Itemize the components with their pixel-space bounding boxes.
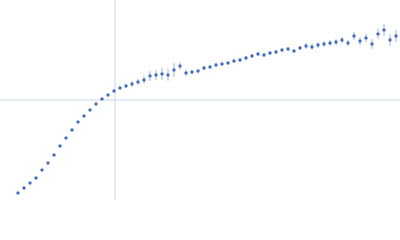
point <box>220 62 224 66</box>
point <box>316 43 320 47</box>
point <box>340 38 344 42</box>
point <box>154 73 158 77</box>
point <box>292 49 296 53</box>
point <box>22 186 26 190</box>
point <box>82 114 86 118</box>
point <box>178 64 182 68</box>
point <box>70 128 74 132</box>
point <box>196 69 200 73</box>
point <box>184 71 188 75</box>
point <box>304 44 308 48</box>
point <box>208 65 212 69</box>
point <box>88 108 92 112</box>
point <box>394 34 398 38</box>
point <box>268 51 272 55</box>
point <box>370 42 374 46</box>
point <box>76 120 80 124</box>
point <box>322 42 326 46</box>
point <box>382 28 386 32</box>
point <box>40 168 44 172</box>
point <box>160 72 164 76</box>
point <box>136 80 140 84</box>
point <box>124 84 128 88</box>
point <box>28 181 32 185</box>
point <box>166 73 170 77</box>
point <box>358 39 362 43</box>
point <box>118 86 122 90</box>
point <box>172 68 176 72</box>
point <box>346 41 350 45</box>
point <box>226 61 230 65</box>
point <box>214 63 218 67</box>
point <box>310 45 314 49</box>
point <box>34 176 38 180</box>
point <box>46 161 50 165</box>
point <box>52 153 56 157</box>
point <box>142 78 146 82</box>
point <box>364 36 368 40</box>
point <box>58 144 62 148</box>
point <box>250 54 254 58</box>
point <box>286 47 290 51</box>
point <box>16 191 20 195</box>
point <box>106 93 110 97</box>
point <box>148 74 152 78</box>
chart <box>0 0 400 200</box>
point <box>238 58 242 62</box>
point <box>94 102 98 106</box>
point <box>352 34 356 38</box>
point <box>244 56 248 60</box>
point <box>256 52 260 56</box>
point <box>232 59 236 63</box>
point <box>262 53 266 57</box>
point <box>274 50 278 54</box>
point <box>190 70 194 74</box>
point <box>388 38 392 42</box>
point <box>334 40 338 44</box>
point <box>64 136 68 140</box>
point <box>100 97 104 101</box>
point <box>130 82 134 86</box>
point <box>298 46 302 50</box>
point <box>202 66 206 70</box>
point <box>280 48 284 52</box>
point <box>376 32 380 36</box>
point <box>112 89 116 93</box>
point <box>328 41 332 45</box>
